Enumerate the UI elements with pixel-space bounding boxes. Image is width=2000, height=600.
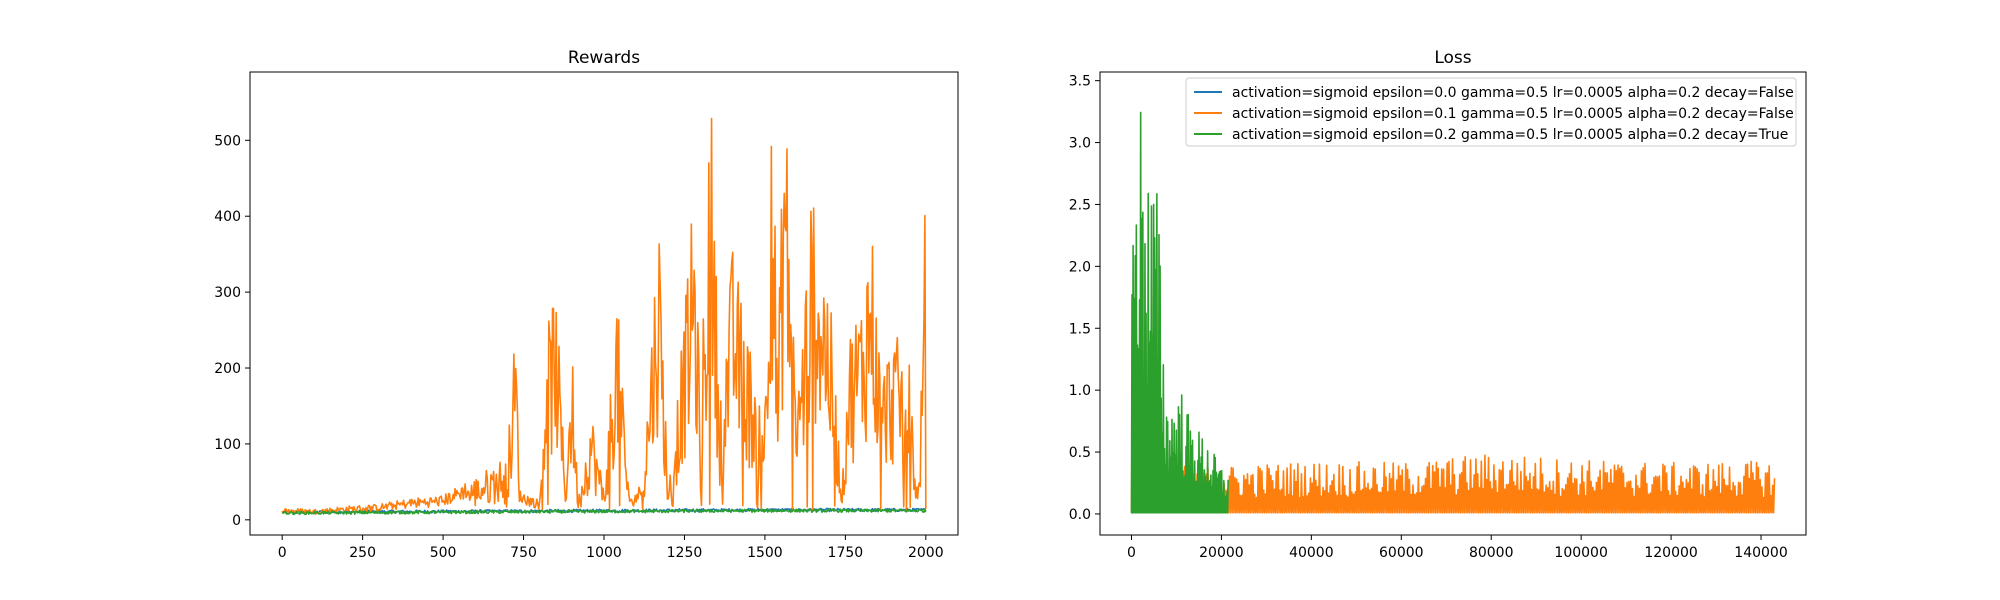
rewards-series [281,117,927,516]
legend-box [1185,77,1797,147]
x-tick-label: 1750 [828,545,864,561]
x-tick-label: 120000 [1644,545,1697,561]
y-tick-label: 1.0 [1069,383,1091,399]
x-tick-label: 1250 [667,545,703,561]
legend-entry: activation=sigmoid epsilon=0.2 gamma=0.5… [1232,127,1788,143]
x-tick-label: 60000 [1379,545,1424,561]
y-tick-label: 100 [214,437,241,453]
y-tick-label: 200 [214,361,241,377]
loss-series-line-3 [1130,111,1229,514]
rewards-series-line-3 [282,508,927,516]
x-tick-label: 500 [430,545,457,561]
x-tick-label: 1000 [586,545,622,561]
y-tick-label: 2.5 [1069,197,1091,213]
loss-plot-frame [1099,71,1807,536]
legend-entry: activation=sigmoid epsilon=0.1 gamma=0.5… [1232,106,1794,122]
x-tick-label: 40000 [1289,545,1334,561]
y-tick-label: 0.0 [1069,507,1091,523]
x-tick-label: 80000 [1469,545,1514,561]
y-tick-label: 2.0 [1069,259,1091,275]
x-tick-label: 2000 [908,545,944,561]
y-tick-label: 1.5 [1069,321,1091,337]
loss-y-axis: 0.0 0.5 1.0 1.5 2.0 2.5 3.0 3.5 [1069,74,1100,523]
loss-chart: Loss 0 20000 40000 60000 80000 100000 120000 14… [1069,48,1807,561]
loss-x-axis: 0 20000 40000 60000 80000 100000 120000 140000 [1127,535,1788,561]
y-tick-label: 0.5 [1069,445,1091,461]
y-tick-label: 500 [214,133,241,149]
x-tick-label: 1500 [747,545,783,561]
y-tick-label: 3.5 [1069,74,1091,90]
loss-legend: activation=sigmoid epsilon=0.0 gamma=0.5… [1185,77,1797,147]
rewards-series-line-2 [281,117,927,515]
rewards-title: Rewards [568,48,640,68]
rewards-chart: Rewards 0 250 500 750 1000 1250 1500 1750 2000 0… [214,48,959,561]
x-tick-label: 140000 [1734,545,1787,561]
x-tick-label: 0 [278,545,287,561]
y-tick-label: 400 [214,209,241,225]
y-tick-label: 300 [214,285,241,301]
x-tick-label: 750 [510,545,537,561]
loss-series-line-2 [1130,378,1776,514]
x-tick-label: 100000 [1554,545,1607,561]
loss-series [1130,111,1776,514]
x-tick-label: 20000 [1199,545,1244,561]
x-tick-label: 0 [1127,545,1136,561]
y-tick-label: 3.0 [1069,136,1091,152]
legend-entry: activation=sigmoid epsilon=0.0 gamma=0.5… [1232,85,1794,101]
loss-title: Loss [1434,48,1471,68]
rewards-plot-frame [249,71,959,536]
y-tick-label: 0 [232,513,241,529]
rewards-x-axis: 0 250 500 750 1000 1250 1500 1750 2000 [278,535,944,561]
x-tick-label: 250 [349,545,376,561]
rewards-y-axis: 0 100 200 300 400 500 [214,133,250,529]
